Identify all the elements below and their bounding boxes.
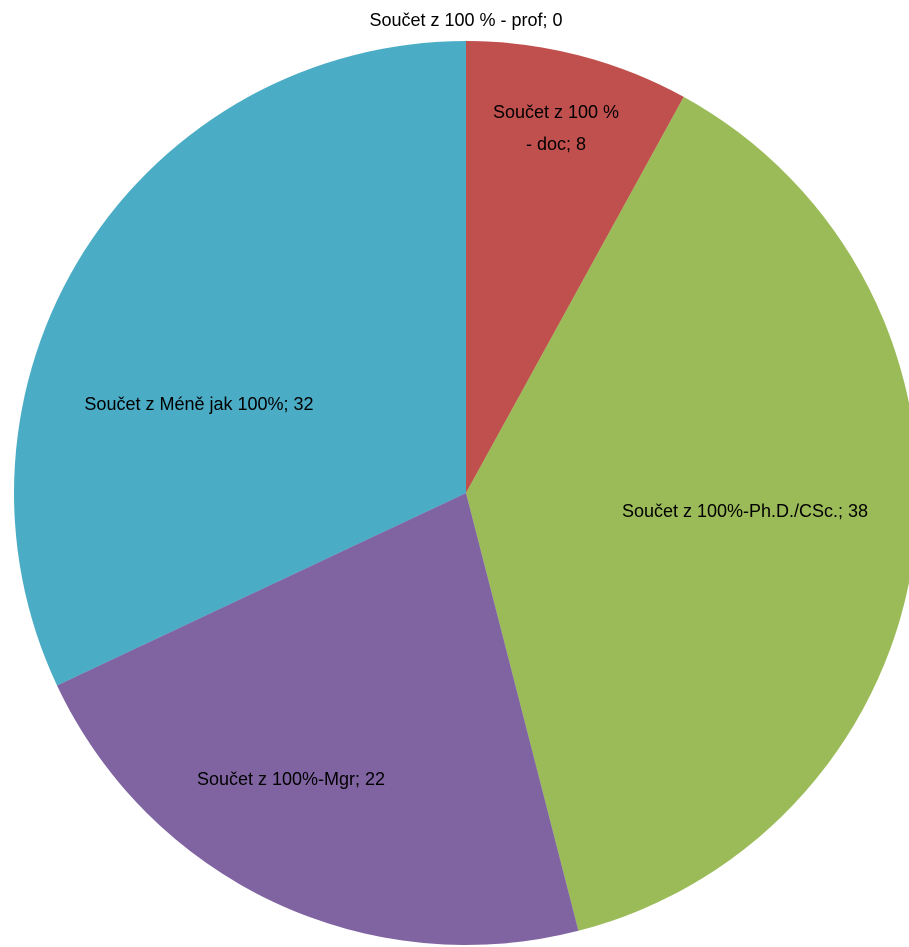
data-label: Součet z Méně jak 100%; 32 bbox=[84, 394, 313, 414]
pie-slice bbox=[466, 96, 909, 931]
data-label: Součet z 100%-Mgr; 22 bbox=[197, 769, 385, 789]
data-labels: Součet z 100 % - prof; 0 Součet z 100 % - … bbox=[84, 10, 868, 789]
pie-slice bbox=[57, 493, 579, 946]
data-label: Součet z 100%-Ph.D./CSc.; 38 bbox=[622, 501, 868, 521]
data-label: Součet z 100 % - prof; 0 bbox=[369, 10, 562, 30]
data-label: Součet z 100 % - doc; 8 bbox=[493, 102, 619, 154]
pie-slices bbox=[14, 41, 909, 946]
pie-slice bbox=[466, 41, 684, 493]
pie-slice bbox=[14, 41, 467, 686]
